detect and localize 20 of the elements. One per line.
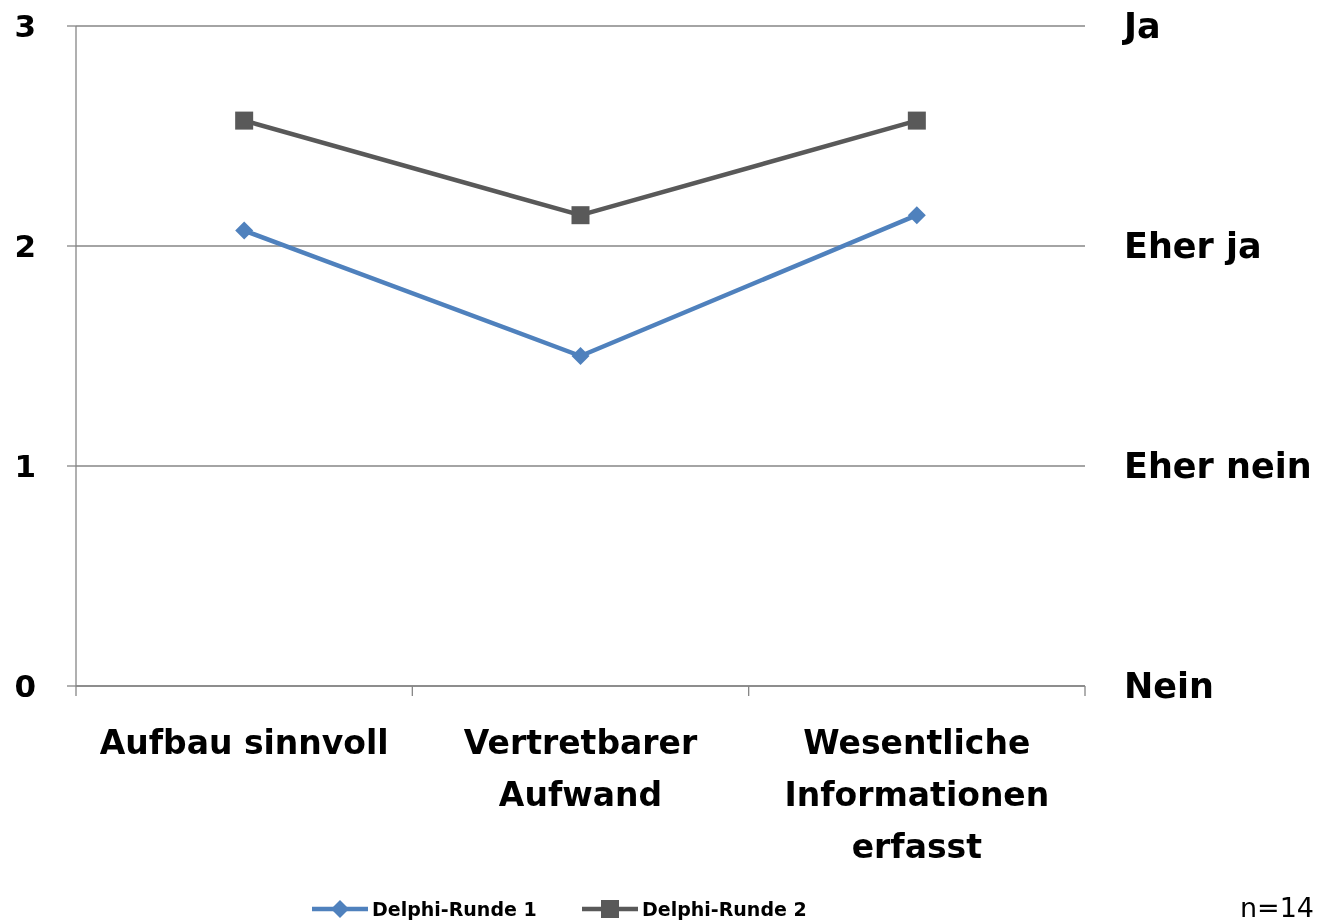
y-tick-label: 3 bbox=[14, 7, 36, 44]
text: Eher nein bbox=[1124, 446, 1312, 487]
text: Nein bbox=[1124, 666, 1214, 707]
text: Ja bbox=[1122, 6, 1161, 47]
y-tick-label: 2 bbox=[14, 227, 36, 264]
x-tick-label: Aufbau sinnvoll bbox=[99, 722, 389, 762]
point bbox=[907, 206, 926, 225]
text: n=14 bbox=[1239, 892, 1314, 922]
legend-label: Delphi-Runde 2 bbox=[642, 897, 807, 920]
point bbox=[235, 111, 254, 130]
y-tick-label: 0 bbox=[14, 667, 36, 704]
point bbox=[907, 111, 926, 130]
x-tick-label: Wesentliche Informationen erfasst bbox=[784, 722, 1050, 866]
y-tick-label: 1 bbox=[14, 447, 36, 484]
text: Eher ja bbox=[1124, 226, 1262, 267]
x-tick-label: Vertretbarer Aufwand bbox=[463, 722, 698, 814]
point bbox=[235, 221, 254, 240]
point bbox=[571, 347, 590, 365]
point bbox=[571, 206, 590, 225]
legend-label: Delphi-Runde 1 bbox=[372, 897, 537, 920]
